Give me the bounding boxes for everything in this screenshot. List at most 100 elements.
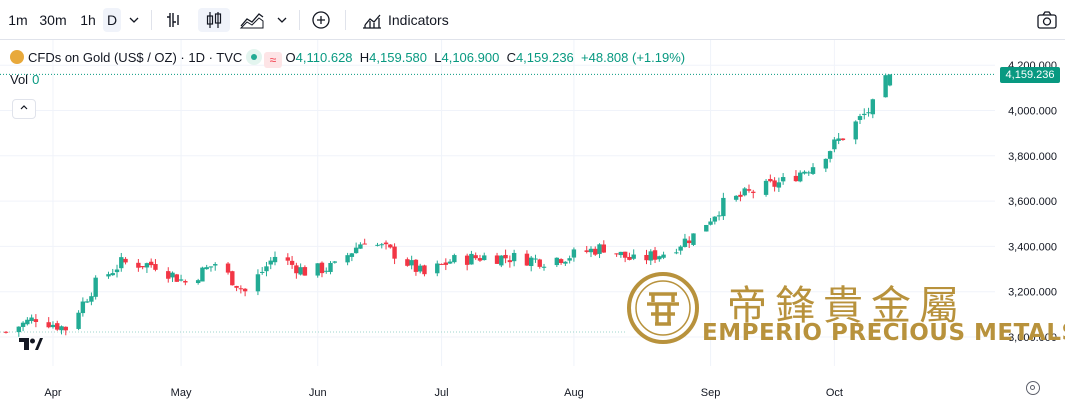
candle-body	[648, 251, 653, 261]
candle-body	[345, 255, 350, 263]
market-open-icon[interactable]	[245, 49, 262, 65]
interval-1m[interactable]: 1m	[8, 12, 28, 28]
candle-body	[324, 270, 329, 272]
candle-body	[857, 116, 863, 120]
volume-value: 0	[32, 72, 40, 87]
candlestick-icon[interactable]	[198, 8, 230, 32]
candle-body	[332, 261, 337, 263]
bar-style-icon[interactable]	[162, 8, 186, 32]
watermark-english: EMPERIO PRECIOUS METALS	[702, 320, 1065, 346]
candle-body	[482, 255, 487, 261]
candle-body	[170, 272, 175, 278]
candle-body	[349, 253, 355, 257]
candle-body	[166, 271, 171, 279]
candle-body	[298, 267, 303, 275]
candle-body	[123, 258, 128, 263]
volume-label: Vol	[10, 72, 29, 87]
candle-body	[806, 172, 811, 174]
current-price-label: 4,159.236	[1000, 67, 1060, 83]
candle-body	[93, 277, 98, 297]
candle-body	[285, 257, 291, 261]
candle-body	[708, 221, 713, 225]
candle-body	[593, 248, 598, 255]
tradingview-logo[interactable]	[18, 336, 44, 356]
candle-body	[687, 240, 692, 244]
candle-body	[452, 255, 457, 263]
candle-body	[716, 215, 722, 217]
chevron-down-icon[interactable]	[126, 8, 142, 32]
price-chart[interactable]: 3,000.000 3,200.000 3,400.000 3,600.000 3,80…	[0, 40, 1065, 404]
candle-body	[50, 324, 56, 328]
candle-body	[234, 285, 239, 288]
candle-body	[16, 326, 22, 333]
x-tick-label: May	[171, 387, 192, 399]
candle-body	[827, 151, 833, 159]
candle-body	[883, 75, 888, 98]
candle-body	[746, 189, 752, 191]
candle-body	[661, 254, 666, 258]
candle-body	[798, 172, 803, 182]
candle-body	[627, 256, 632, 260]
candle-body	[55, 323, 60, 330]
y-tick-label: 4,000.000	[1008, 106, 1057, 118]
candle-body	[614, 253, 619, 255]
candle-body	[832, 139, 837, 150]
high-value: 4,159.580	[369, 50, 428, 65]
x-tick-label: Apr	[44, 387, 61, 399]
interval-30m[interactable]: 30m	[39, 12, 67, 28]
low-value: 4,106.900	[441, 50, 500, 65]
candle-body	[588, 248, 594, 253]
candle-body	[584, 250, 589, 252]
candle-body	[119, 257, 124, 269]
candle-body	[862, 113, 867, 116]
x-tick-label: Jun	[309, 387, 327, 399]
candle-body	[836, 138, 841, 141]
chevron-down-icon[interactable]	[274, 8, 290, 32]
candle-body	[768, 178, 773, 182]
candle-body	[772, 180, 777, 187]
candle-body	[302, 267, 308, 276]
candle-body	[524, 253, 530, 266]
settings-icon[interactable]	[1026, 381, 1040, 395]
y-tick-label: 3,400.000	[1008, 241, 1057, 253]
interval-1h[interactable]: 1h	[80, 12, 96, 28]
candle-body	[840, 138, 846, 141]
candle-body	[405, 259, 410, 266]
add-compare-icon[interactable]	[309, 8, 333, 32]
candle-body	[870, 99, 876, 115]
camera-icon[interactable]	[1034, 8, 1060, 32]
candle-body	[644, 254, 649, 261]
symbol-name[interactable]: CFDs on Gold (US$ / OZ) · 1D · TVC	[28, 50, 243, 65]
candle-body	[541, 266, 547, 268]
x-tick-label: Oct	[826, 387, 843, 399]
change-value: +48.808 (+1.19%)	[581, 50, 686, 65]
candle-body	[810, 167, 816, 174]
candle-body	[260, 271, 265, 273]
data-status-icon[interactable]: ≈	[263, 52, 282, 68]
candle-body	[242, 288, 248, 292]
x-tick-label: Jul	[435, 387, 449, 399]
candle-body	[733, 195, 739, 200]
candle-body	[255, 274, 261, 292]
candle-body	[853, 121, 858, 140]
candle-body	[887, 74, 893, 86]
candle-body	[195, 280, 201, 284]
gold-symbol-icon	[10, 50, 24, 64]
candle-body	[763, 180, 769, 195]
candle-body	[148, 261, 154, 266]
candle-body	[268, 260, 273, 265]
candle-body	[20, 322, 26, 327]
candle-body	[622, 251, 628, 258]
collapse-legend-button[interactable]	[12, 99, 36, 119]
interval-d[interactable]: D	[103, 8, 121, 32]
indicators-button[interactable]: Indicators	[388, 12, 449, 28]
candle-body	[738, 194, 743, 197]
candle-body	[712, 216, 718, 222]
candle-body	[388, 244, 393, 248]
indicators-icon[interactable]	[358, 8, 386, 32]
candle-body	[742, 188, 747, 196]
candle-body	[178, 279, 184, 281]
close-value: 4,159.236	[515, 50, 574, 65]
area-chart-icon[interactable]	[238, 8, 266, 32]
candle-body	[183, 281, 188, 283]
